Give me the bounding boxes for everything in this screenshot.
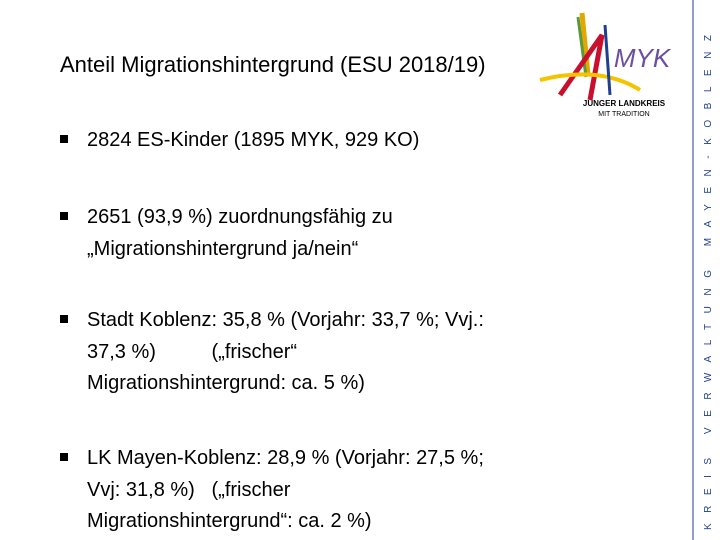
bullet-text: 37,3 %) („frischer“ xyxy=(87,340,298,363)
bullet-text: Migrationshintergrund“: ca. 2 %) xyxy=(87,510,372,532)
bullet-text: Vvj: 31,8 %) („frischer xyxy=(87,478,291,501)
bullet-marker xyxy=(60,453,68,461)
bullet-marker xyxy=(60,135,68,143)
bullet-text: LK Mayen-Koblenz: 28,9 % (Vorjahr: 27,5 … xyxy=(87,447,484,469)
logo-stroke xyxy=(603,24,612,96)
bullet-text: Stadt Koblenz: 35,8 % (Vorjahr: 33,7 %; … xyxy=(87,309,484,331)
logo-stroke xyxy=(539,72,642,92)
bullet-text: 2651 (93,9 %) zuordnungsfähig zu xyxy=(87,206,393,228)
logo: MYK JUNGER LANDKREIS MIT TRADITION xyxy=(539,12,672,118)
sidebar: KREIS VERWALTUNG MAYEN-KOBLENZ xyxy=(692,0,714,540)
bullet-text: „Migrationshintergrund ja/nein“ xyxy=(87,237,359,260)
slide-title: Anteil Migrationshintergrund (ESU 2018/1… xyxy=(60,52,486,77)
bullet-text: 2824 ES-Kinder (1895 MYK, 929 KO) xyxy=(87,129,420,151)
bullet-text: Migrationshintergrund: ca. 5 %) xyxy=(87,372,365,394)
bullet-marker xyxy=(60,212,68,220)
logo-stroke xyxy=(579,12,591,76)
logo-line: MIT TRADITION xyxy=(598,111,649,118)
logo-stroke xyxy=(576,16,588,78)
logo-line: JUNGER LANDKREIS xyxy=(583,99,666,108)
logo-mark: MYK xyxy=(614,43,672,73)
bullet-marker xyxy=(60,315,68,323)
sidebar-text: KREIS VERWALTUNG MAYEN-KOBLENZ xyxy=(703,35,714,530)
